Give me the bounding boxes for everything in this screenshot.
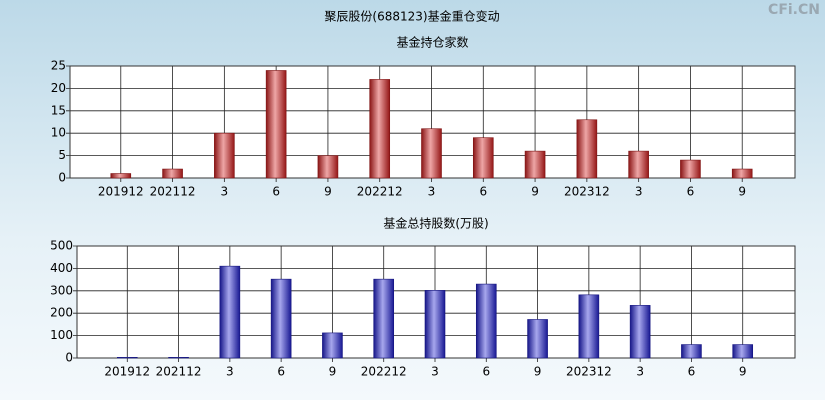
x-tick-label: 202112 — [150, 185, 196, 199]
y-tick-label: 25 — [51, 59, 66, 73]
x-tick-label: 3 — [635, 185, 643, 199]
bar — [578, 294, 600, 359]
y-tick-label: 200 — [50, 306, 73, 320]
y-tick-label: 0 — [58, 171, 66, 185]
bar — [424, 290, 446, 359]
y-tick-label: 20 — [51, 81, 66, 95]
x-tick-label: 9 — [738, 185, 746, 199]
y-tick-label: 500 — [50, 239, 73, 253]
bar — [472, 137, 494, 179]
bar — [270, 278, 292, 359]
y-tick-label: 15 — [51, 103, 66, 117]
bar — [732, 344, 754, 359]
x-tick-label: 9 — [534, 365, 542, 379]
x-tick-label: 6 — [687, 185, 695, 199]
bar — [110, 173, 132, 179]
x-tick-label: 202112 — [156, 365, 202, 379]
bar — [219, 265, 241, 359]
x-tick-label: 3 — [221, 185, 229, 199]
page-title: 聚辰股份(688123)基金重仓变动 — [324, 9, 499, 24]
x-tick-label: 9 — [329, 365, 337, 379]
bar — [265, 70, 287, 179]
x-tick-label: 9 — [324, 185, 332, 199]
bar — [168, 357, 189, 359]
x-tick-label: 3 — [428, 185, 436, 199]
x-tick-label: 3 — [226, 365, 234, 379]
bar — [317, 155, 339, 179]
y-tick-label: 300 — [50, 283, 73, 297]
bar — [680, 159, 701, 179]
x-tick-label: 3 — [636, 365, 644, 379]
x-tick-label: 201912 — [98, 185, 144, 199]
x-tick-label: 202212 — [361, 365, 407, 379]
y-tick-label: 400 — [50, 261, 73, 275]
bar — [731, 168, 753, 179]
y-tick-label: 5 — [58, 148, 66, 162]
x-tick-label: 6 — [479, 185, 487, 199]
x-tick-label: 6 — [482, 365, 490, 379]
x-tick-label: 6 — [688, 365, 696, 379]
bar — [214, 132, 235, 179]
y-tick-label: 100 — [50, 328, 73, 342]
x-tick-label: 202312 — [566, 365, 612, 379]
bar — [421, 128, 442, 179]
watermark: CFi.CN — [768, 2, 820, 18]
bar — [629, 305, 651, 359]
bar — [527, 319, 548, 359]
bar — [524, 150, 546, 179]
bar — [681, 344, 702, 359]
x-tick-label: 6 — [272, 185, 280, 199]
bar — [116, 357, 138, 359]
x-tick-label: 201912 — [104, 365, 150, 379]
x-tick-label: 3 — [431, 365, 439, 379]
y-tick-label: 0 — [65, 351, 73, 365]
chart-title: 基金总持股数(万股) — [383, 216, 488, 231]
x-tick-label: 9 — [531, 185, 539, 199]
bar — [576, 119, 598, 179]
x-tick-label: 202312 — [564, 185, 610, 199]
x-tick-label: 202212 — [357, 185, 403, 199]
bar — [369, 79, 391, 179]
bar — [475, 283, 497, 359]
x-tick-label: 9 — [739, 365, 747, 379]
bar — [322, 332, 343, 359]
bar — [162, 168, 183, 179]
bar — [628, 150, 649, 179]
chart-title: 基金持仓家数 — [396, 35, 468, 50]
x-tick-label: 6 — [277, 365, 285, 379]
y-tick-label: 10 — [51, 126, 66, 140]
bar — [373, 278, 395, 359]
